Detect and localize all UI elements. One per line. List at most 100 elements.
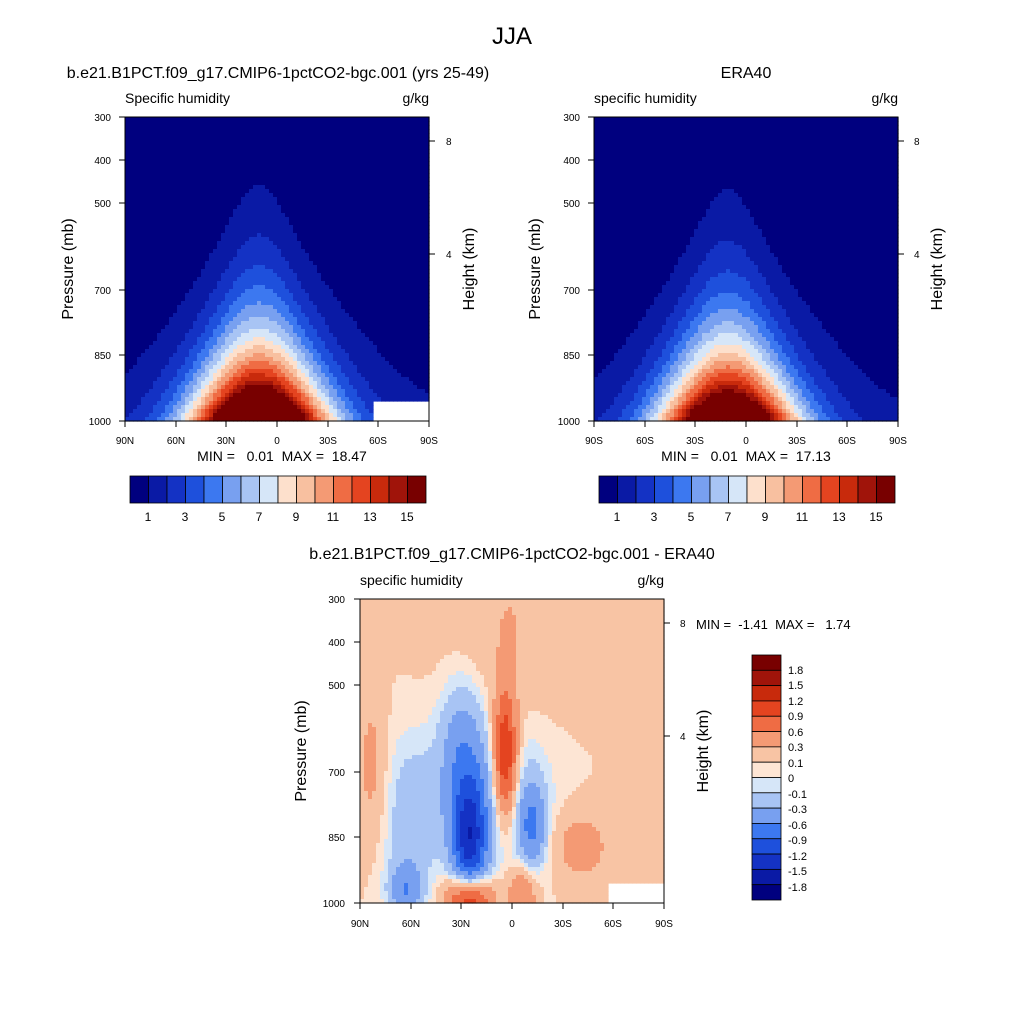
heatmap-cell xyxy=(161,149,166,154)
heatmap-cell xyxy=(273,373,278,378)
heatmap-cell xyxy=(369,161,374,166)
heatmap-cell xyxy=(361,269,366,274)
heatmap-cell xyxy=(165,297,170,302)
heatmap-cell xyxy=(357,233,362,238)
heatmap-cell xyxy=(233,289,238,294)
heatmap-cell xyxy=(301,205,306,210)
heatmap-cell xyxy=(369,377,374,382)
heatmap-cell xyxy=(217,217,222,222)
heatmap-cell xyxy=(341,165,346,170)
heatmap-cell xyxy=(237,397,242,402)
heatmap-cell xyxy=(133,129,138,134)
heatmap-cell xyxy=(281,309,286,314)
heatmap-cell xyxy=(293,173,298,178)
heatmap-cell xyxy=(197,357,202,362)
heatmap-cell xyxy=(217,177,222,182)
heatmap-cell xyxy=(241,317,246,322)
heatmap-cell xyxy=(261,341,266,346)
heatmap-cell xyxy=(373,329,378,334)
heatmap-cell xyxy=(185,381,190,386)
heatmap-cell xyxy=(241,341,246,346)
heatmap-cell xyxy=(241,285,246,290)
heatmap-cell xyxy=(145,229,150,234)
heatmap-cell xyxy=(301,137,306,142)
heatmap-cell xyxy=(385,137,390,142)
heatmap-cell xyxy=(213,245,218,250)
heatmap-cell xyxy=(157,201,162,206)
heatmap-cell xyxy=(345,373,350,378)
heatmap-cell xyxy=(321,169,326,174)
heatmap-cell xyxy=(325,157,330,162)
heatmap-cell xyxy=(249,125,254,130)
heatmap-cell xyxy=(333,229,338,234)
heatmap-cell xyxy=(197,345,202,350)
heatmap-cell xyxy=(253,117,258,122)
heatmap-cell xyxy=(129,317,134,322)
heatmap-cell xyxy=(377,397,382,402)
heatmap-cell xyxy=(349,197,354,202)
heatmap-cell xyxy=(301,165,306,170)
heatmap-cell xyxy=(377,289,382,294)
heatmap-cell xyxy=(333,209,338,214)
heatmap-cell xyxy=(369,193,374,198)
heatmap-cell xyxy=(169,417,174,422)
heatmap-cell xyxy=(305,265,310,270)
heatmap-cell xyxy=(209,377,214,382)
heatmap-cell xyxy=(273,225,278,230)
heatmap-cell xyxy=(185,405,190,410)
heatmap-cell xyxy=(125,301,130,306)
heatmap-cell xyxy=(277,373,282,378)
heatmap-cell xyxy=(221,313,226,318)
heatmap-cell xyxy=(213,357,218,362)
heatmap-cell xyxy=(229,185,234,190)
heatmap-cell xyxy=(185,389,190,394)
heatmap-cell xyxy=(125,401,130,406)
heatmap-cell xyxy=(217,393,222,398)
heatmap-cell xyxy=(233,341,238,346)
heatmap-cell xyxy=(349,385,354,390)
heatmap-cell xyxy=(177,409,182,414)
heatmap-cell xyxy=(313,249,318,254)
heatmap-cell xyxy=(381,397,386,402)
heatmap-cell xyxy=(317,205,322,210)
heatmap-cell xyxy=(365,413,370,418)
heatmap-cell xyxy=(365,237,370,242)
heatmap-cell xyxy=(349,409,354,414)
heatmap-cell xyxy=(209,169,214,174)
heatmap-cell xyxy=(221,273,226,278)
heatmap-cell xyxy=(317,129,322,134)
heatmap-cell xyxy=(193,341,198,346)
heatmap-cell xyxy=(301,345,306,350)
heatmap-cell xyxy=(145,257,150,262)
heatmap-cell xyxy=(141,149,146,154)
heatmap-cell xyxy=(325,149,330,154)
heatmap-cell xyxy=(253,305,258,310)
heatmap-cell xyxy=(313,313,318,318)
heatmap-cell xyxy=(221,133,226,138)
heatmap-cell xyxy=(193,377,198,382)
heatmap-cell xyxy=(177,249,182,254)
heatmap-cell xyxy=(173,289,178,294)
heatmap-cell xyxy=(137,241,142,246)
heatmap-cell xyxy=(297,373,302,378)
heatmap-cell xyxy=(317,157,322,162)
heatmap-cell xyxy=(305,329,310,334)
heatmap-cell xyxy=(313,233,318,238)
heatmap-cell xyxy=(137,337,142,342)
heatmap-cell xyxy=(145,185,150,190)
heatmap-cell xyxy=(257,385,262,390)
heatmap-cell xyxy=(309,141,314,146)
heatmap-cell xyxy=(141,181,146,186)
heatmap-cell xyxy=(153,313,158,318)
heatmap-cell xyxy=(337,377,342,382)
heatmap-cell xyxy=(297,409,302,414)
heatmap-cell xyxy=(325,193,330,198)
heatmap-cell xyxy=(141,321,146,326)
heatmap-cell xyxy=(285,225,290,230)
heatmap-cell xyxy=(181,405,186,410)
heatmap-cell xyxy=(313,145,318,150)
heatmap-cell xyxy=(345,381,350,386)
heatmap-cell xyxy=(241,265,246,270)
heatmap-cell xyxy=(165,117,170,122)
heatmap-cell xyxy=(361,337,366,342)
